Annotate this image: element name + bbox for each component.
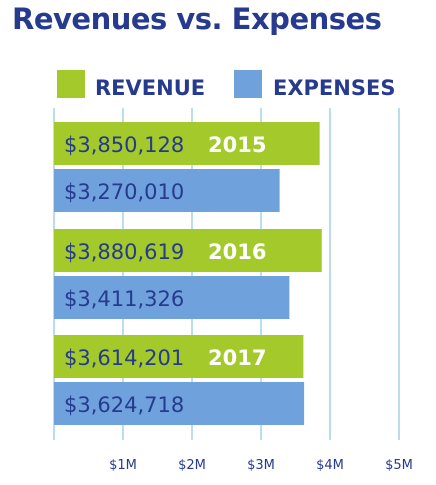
x-tick-label: $2M [178, 458, 206, 473]
x-tick-label: $1M [109, 458, 137, 473]
legend-swatch-expenses [234, 70, 262, 98]
data-label-revenue-2017: $3,614,201 [64, 346, 184, 370]
year-label-2017: 2017 [208, 346, 266, 370]
x-tick-label: $3M [247, 458, 275, 473]
data-label-expenses-2015: $3,270,010 [64, 180, 184, 204]
legend-swatch-revenue [57, 70, 85, 98]
data-label-revenue-2016: $3,880,619 [64, 240, 184, 264]
bar-expenses-2016 [54, 276, 290, 319]
bar-expenses-2017 [54, 382, 305, 425]
year-label-2015: 2015 [208, 133, 266, 157]
chart-title: Revenues vs. Expenses [12, 2, 382, 36]
x-tick-label: $4M [316, 458, 344, 473]
bar-revenue-2016 [54, 229, 322, 272]
x-tick-label: $5M [385, 458, 413, 473]
data-label-expenses-2016: $3,411,326 [64, 287, 184, 311]
bar-expenses-2015 [54, 169, 280, 212]
legend-label-revenue: REVENUE [95, 76, 205, 100]
bar-revenue-2017 [54, 335, 304, 378]
legend-label-expenses: EXPENSES [273, 76, 395, 100]
data-label-revenue-2015: $3,850,128 [64, 133, 184, 157]
year-label-2016: 2016 [208, 240, 266, 264]
bar-revenue-2015 [54, 122, 320, 165]
data-label-expenses-2017: $3,624,718 [64, 393, 184, 417]
